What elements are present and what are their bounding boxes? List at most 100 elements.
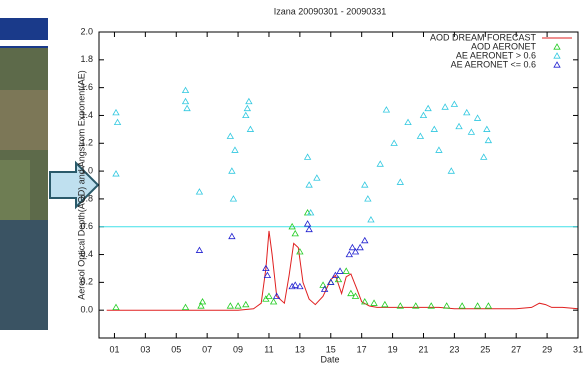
chart-title: Izana 20090301 - 20090331 — [274, 6, 387, 16]
data-point — [431, 126, 437, 131]
x-tick-label: 25 — [480, 344, 490, 354]
data-point — [314, 175, 320, 180]
x-tick-label: 27 — [511, 344, 521, 354]
x-tick-label: 17 — [357, 344, 367, 354]
data-point — [362, 182, 368, 187]
data-point — [305, 221, 311, 226]
data-point — [196, 189, 202, 194]
data-point — [337, 268, 343, 273]
data-point — [383, 107, 389, 112]
legend-swatch — [554, 53, 560, 58]
data-point — [243, 302, 249, 307]
data-point — [442, 104, 448, 109]
satellite-image — [0, 18, 48, 330]
y-tick-label: 0.2 — [80, 277, 93, 287]
data-point — [368, 217, 374, 222]
data-point — [271, 299, 277, 304]
legend-label: AE AERONET <= 0.6 — [451, 59, 536, 69]
data-point — [227, 303, 233, 308]
data-point — [382, 302, 388, 307]
data-point — [246, 99, 252, 104]
data-point — [232, 147, 238, 152]
x-tick-label: 09 — [233, 344, 243, 354]
x-tick-label: 15 — [326, 344, 336, 354]
y-axis-label: Aerosol Optical Depth(AOD) and Angstrom … — [76, 70, 86, 300]
data-point — [451, 101, 457, 106]
data-point — [371, 300, 377, 305]
data-point — [484, 126, 490, 131]
data-point — [377, 161, 383, 166]
data-point — [113, 304, 119, 309]
x-tick-label: 29 — [542, 344, 552, 354]
data-point — [306, 182, 312, 187]
data-point — [229, 168, 235, 173]
image-band — [0, 40, 48, 46]
data-point — [485, 303, 491, 308]
y-tick-label: 2.0 — [80, 26, 93, 36]
x-axis-label: Date — [320, 354, 339, 364]
x-tick-label: 05 — [171, 344, 181, 354]
data-point — [405, 119, 411, 124]
data-point — [247, 126, 253, 131]
data-point — [305, 154, 311, 159]
x-tick-label: 23 — [449, 344, 459, 354]
data-point — [468, 129, 474, 134]
y-tick-label: 0.6 — [80, 221, 93, 231]
data-point — [292, 231, 298, 236]
data-point — [485, 137, 491, 142]
data-point — [475, 115, 481, 120]
data-point — [357, 245, 363, 250]
data-point — [308, 210, 314, 215]
data-point — [456, 124, 462, 129]
y-tick-label: 0.8 — [80, 193, 93, 203]
data-point — [243, 112, 249, 117]
data-point — [113, 110, 119, 115]
data-point — [183, 304, 189, 309]
data-point — [448, 168, 454, 173]
data-point — [475, 303, 481, 308]
data-point — [184, 106, 190, 111]
legend-swatch — [554, 62, 560, 67]
x-tick-label: 01 — [109, 344, 119, 354]
data-point — [115, 119, 121, 124]
plot-frame — [99, 32, 578, 338]
y-tick-label: 1.0 — [80, 165, 93, 175]
data-point — [417, 133, 423, 138]
data-point — [436, 147, 442, 152]
image-patch — [0, 160, 30, 220]
data-point — [113, 171, 119, 176]
data-point — [397, 179, 403, 184]
screenshot: Izana 20090301 - 20090331 Date Aerosol O… — [0, 0, 588, 367]
x-tick-label: 19 — [388, 344, 398, 354]
legend-swatch — [554, 44, 560, 49]
data-point — [183, 87, 189, 92]
y-tick-label: 1.2 — [80, 138, 93, 148]
forecast-line — [107, 231, 578, 310]
y-tick-label: 1.4 — [80, 110, 93, 120]
x-tick-label: 03 — [140, 344, 150, 354]
data-point — [227, 133, 233, 138]
data-point — [481, 154, 487, 159]
image-patch — [0, 220, 48, 330]
data-point — [244, 106, 250, 111]
x-tick-label: 31 — [573, 344, 583, 354]
data-point — [425, 106, 431, 111]
data-point — [328, 279, 334, 284]
data-point — [420, 112, 426, 117]
data-point — [297, 249, 303, 254]
data-point — [346, 252, 352, 257]
data-point — [343, 268, 349, 273]
data-point — [183, 99, 189, 104]
data-point — [349, 245, 355, 250]
data-point — [200, 299, 206, 304]
data-point — [348, 290, 354, 295]
data-point — [235, 303, 241, 308]
data-point — [464, 110, 470, 115]
x-tick-label: 13 — [295, 344, 305, 354]
x-tick-label: 21 — [418, 344, 428, 354]
y-tick-label: 1.6 — [80, 82, 93, 92]
data-point — [230, 196, 236, 201]
x-tick-label: 07 — [202, 344, 212, 354]
x-tick-label: 11 — [264, 344, 273, 354]
data-point — [365, 196, 371, 201]
